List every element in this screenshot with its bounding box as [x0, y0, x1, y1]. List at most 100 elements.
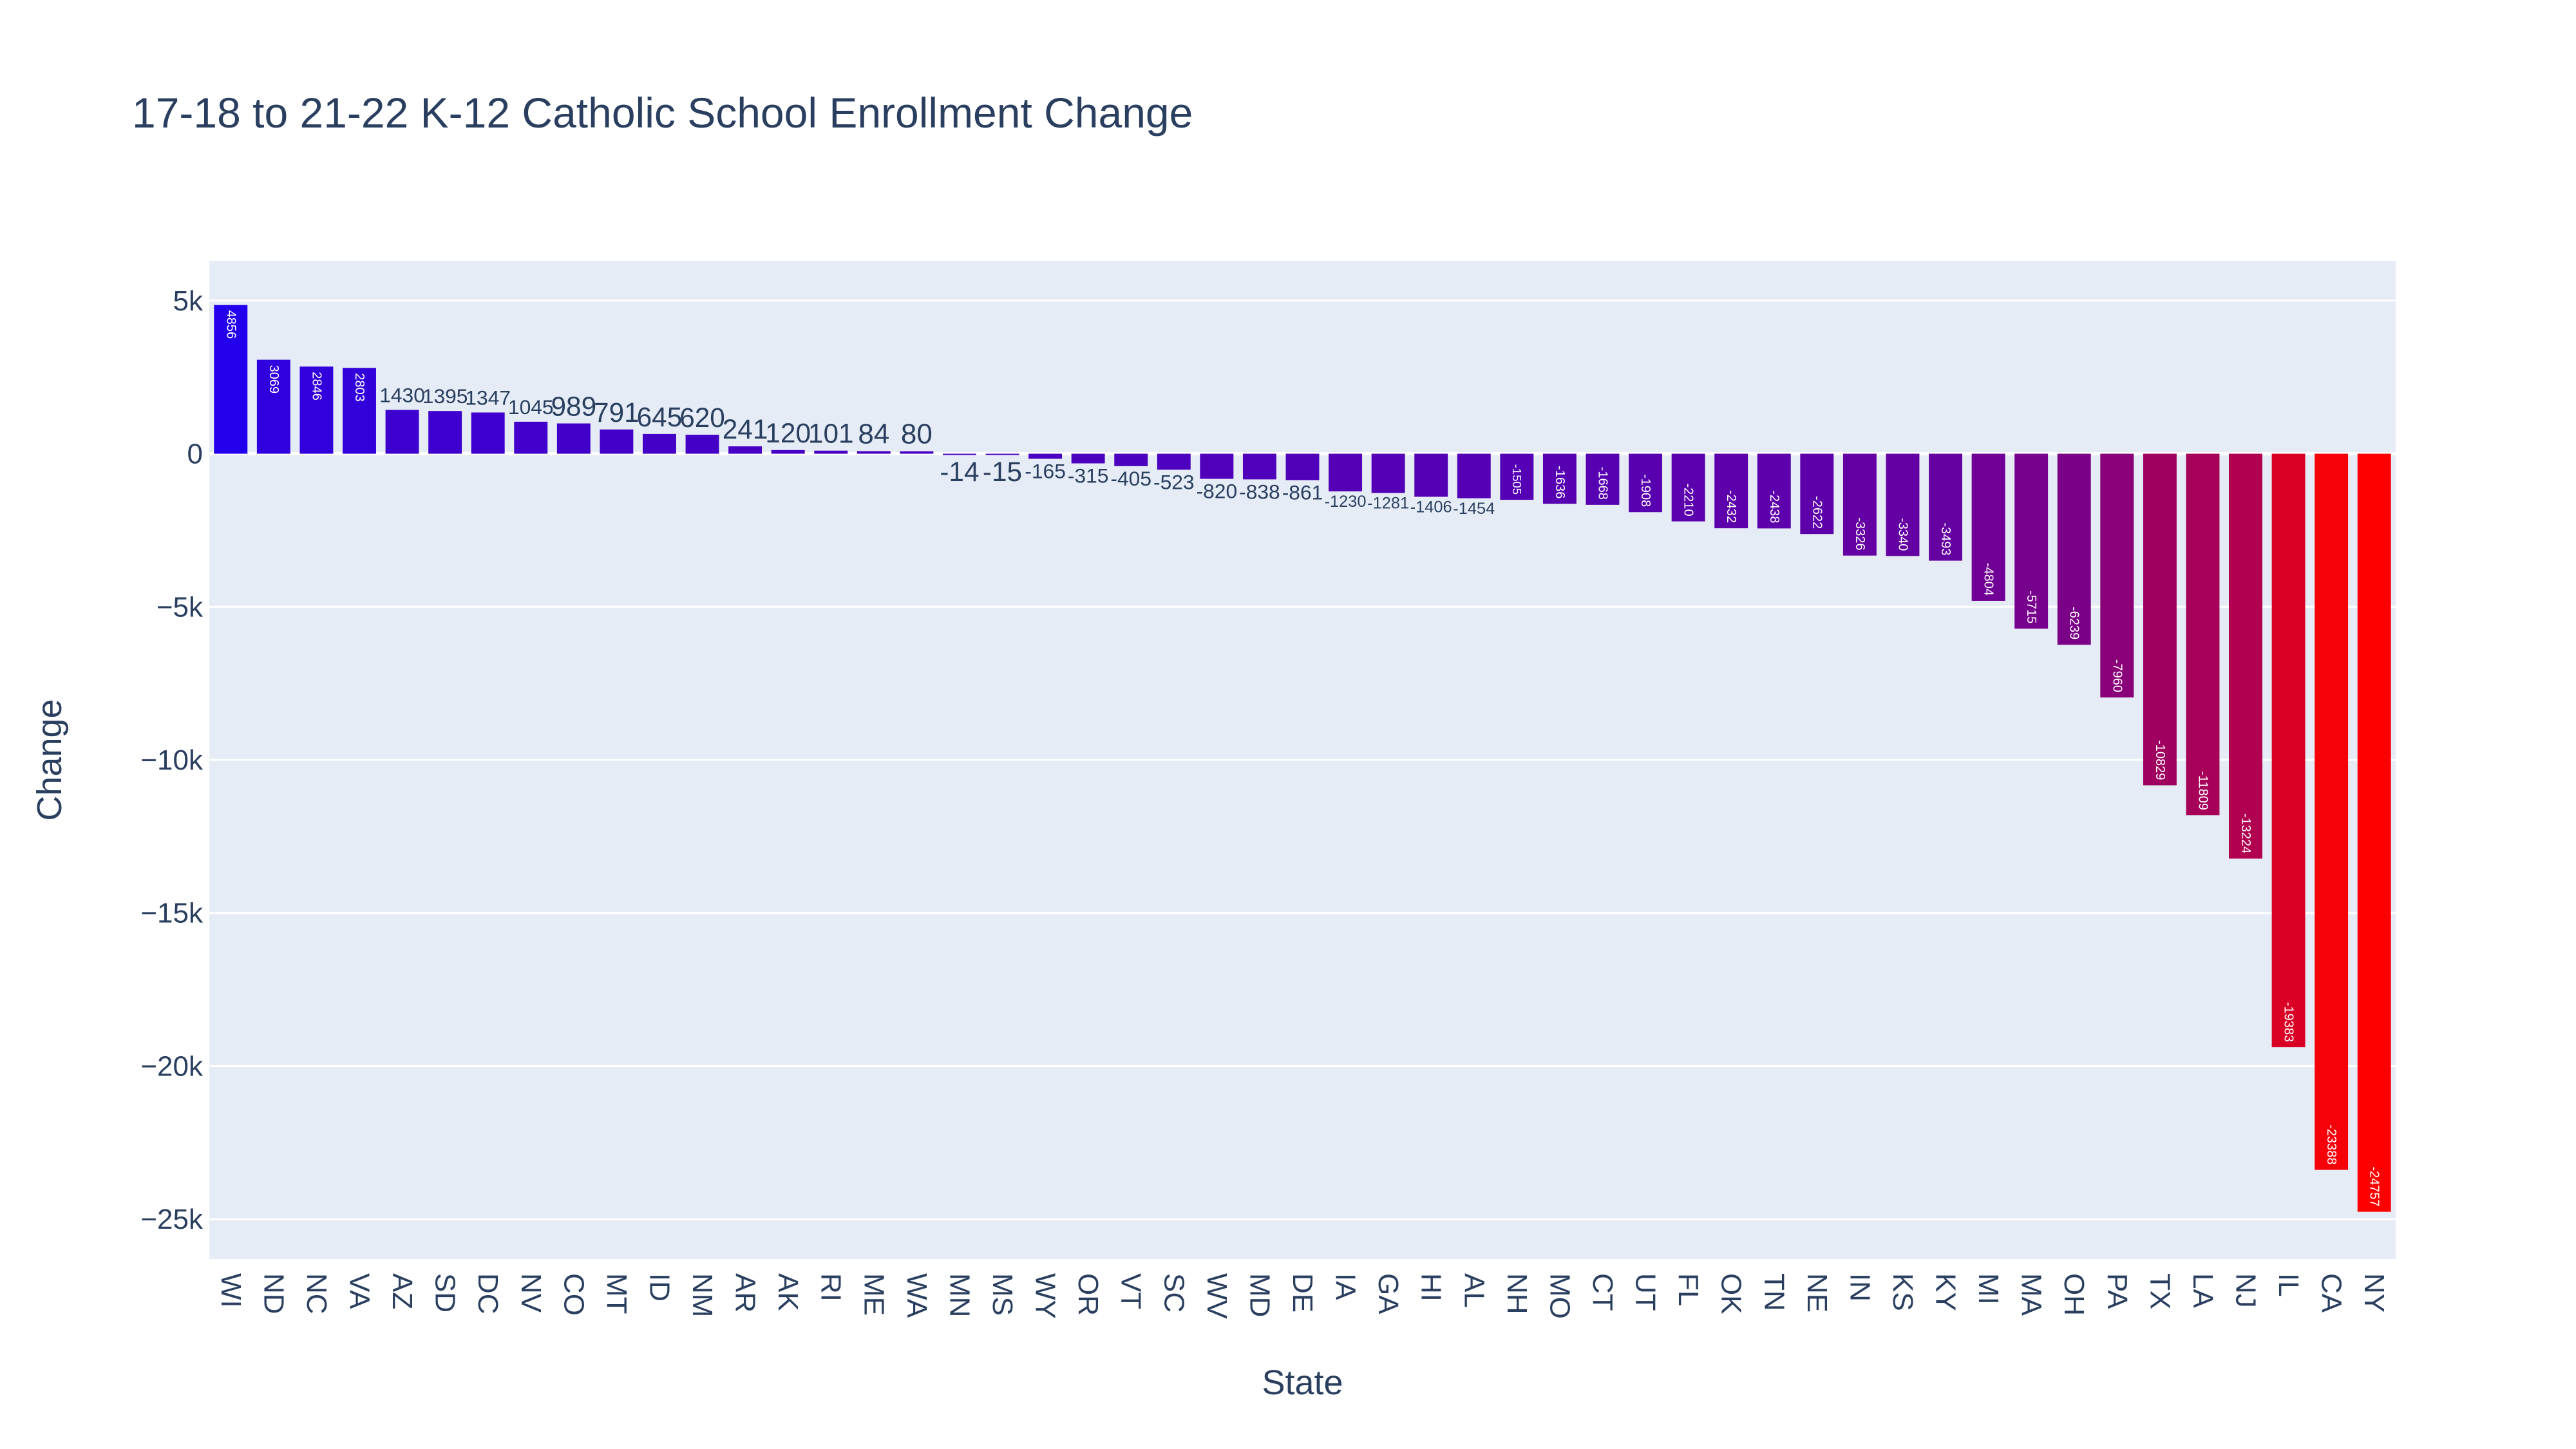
x-tick-label: AZ [386, 1273, 418, 1309]
x-tick-label: DC [472, 1273, 504, 1314]
x-tick-label: NY [2358, 1273, 2390, 1312]
data-label: -10829 [2153, 740, 2167, 780]
x-tick-label: NE [1801, 1273, 1833, 1312]
bar-ri [814, 450, 848, 454]
x-tick-label: MD [1244, 1273, 1275, 1317]
data-label: 2846 [309, 372, 323, 401]
x-tick-label: ME [858, 1273, 889, 1316]
bar-ms [985, 453, 1019, 455]
bar-ia [1329, 453, 1363, 492]
bar-me [857, 451, 891, 454]
x-tick-label: NJ [2230, 1273, 2262, 1308]
x-tick-label: MT [601, 1273, 632, 1314]
x-tick-label: NC [301, 1273, 332, 1314]
bar-mt [600, 429, 634, 454]
x-tick-label: OR [1072, 1273, 1104, 1316]
x-tick-label: OH [2058, 1273, 2090, 1316]
data-label: -523 [1153, 471, 1195, 494]
data-label: -820 [1197, 480, 1238, 503]
data-label: 101 [808, 419, 854, 449]
data-label: -13224 [2239, 813, 2253, 853]
data-label: -23388 [2324, 1124, 2338, 1164]
x-tick-label: CA [2316, 1273, 2347, 1313]
bar-al [1457, 453, 1491, 498]
bar-in [1842, 453, 1877, 556]
bar-ar [728, 446, 762, 454]
x-tick-label: CT [1587, 1273, 1618, 1311]
x-tick-label: SC [1158, 1273, 1189, 1312]
bar-nm [685, 435, 719, 454]
x-tick-label: MS [987, 1273, 1018, 1316]
data-label: -165 [1025, 460, 1066, 483]
bar-la [2186, 453, 2220, 816]
y-axis-title: Change [30, 699, 69, 820]
data-label: 241 [723, 414, 768, 444]
data-label: -3493 [1938, 522, 1953, 555]
bar-mn [942, 453, 976, 455]
bar-ga [1371, 453, 1405, 493]
data-label: -1454 [1453, 500, 1495, 518]
bar-pa [2100, 453, 2134, 698]
data-label: 84 [858, 419, 889, 450]
bar-nj [2229, 453, 2262, 859]
data-label: -1636 [1553, 466, 1567, 498]
data-label: -861 [1282, 481, 1323, 504]
bar-wy [1028, 453, 1063, 459]
x-tick-label: ND [258, 1273, 289, 1314]
data-label: 2803 [352, 373, 366, 402]
x-tick-label: MN [943, 1273, 975, 1317]
bar-ca [2315, 453, 2349, 1170]
bar-or [1071, 453, 1105, 464]
bar-wv [1200, 453, 1234, 479]
x-tick-label: MI [1973, 1273, 2004, 1305]
y-tick-label: −25k [140, 1204, 204, 1235]
data-label: -5715 [2024, 591, 2038, 623]
x-tick-label: PA [2101, 1273, 2133, 1309]
bar-nh [1500, 453, 1534, 500]
bar-ne [1800, 453, 1834, 535]
x-tick-label: MO [1544, 1273, 1575, 1319]
x-tick-label: WY [1030, 1273, 1061, 1319]
x-tick-label: VT [1115, 1273, 1147, 1309]
x-tick-label: IN [1844, 1273, 1875, 1302]
y-tick-label: −5k [156, 591, 204, 623]
bar-az [385, 410, 419, 454]
x-tick-label: DE [1287, 1273, 1318, 1312]
bar-de [1285, 453, 1320, 480]
bar-il [2271, 453, 2306, 1048]
x-tick-label: AK [772, 1273, 804, 1311]
bar-sc [1157, 453, 1191, 470]
data-label: -1230 [1325, 493, 1367, 511]
x-tick-label: MA [2016, 1273, 2047, 1316]
y-tick-label: −10k [140, 744, 204, 776]
data-label: 4856 [223, 310, 238, 339]
bar-id [643, 433, 676, 454]
data-label: -1281 [1367, 495, 1409, 513]
x-tick-label: NM [687, 1273, 718, 1317]
x-tick-label: LA [2187, 1273, 2219, 1308]
data-label: 791 [594, 397, 639, 428]
data-label: -14 [940, 457, 979, 487]
bar-ut [1629, 453, 1663, 513]
data-label: -3326 [1853, 518, 1867, 551]
x-tick-label: NH [1501, 1273, 1533, 1314]
data-label: -7960 [2110, 659, 2124, 692]
bar-co [556, 423, 591, 454]
bar-mo [1542, 453, 1577, 504]
y-axis-ticks: 5k 0 −5k −10k −15k −20k −25k [140, 285, 204, 1235]
bar-labels: 4856 3069 2846 2803 143013951347104598979164… [223, 310, 2381, 1207]
bar-ky [1929, 453, 1962, 561]
bar-tx [2143, 453, 2177, 786]
x-tick-label: HI [1416, 1273, 1447, 1302]
x-tick-label: AL [1458, 1273, 1490, 1308]
data-label: 1347 [465, 386, 511, 409]
bar-ma [2014, 453, 2049, 629]
data-label: 645 [637, 402, 683, 432]
data-label: -2210 [1681, 483, 1696, 516]
y-tick-label: −15k [140, 898, 204, 929]
x-tick-label: WI [215, 1273, 247, 1308]
data-label: 120 [765, 418, 811, 448]
bar-nd [256, 359, 290, 454]
x-tick-label: FL [1672, 1273, 1704, 1306]
x-axis-title: State [1262, 1363, 1343, 1402]
